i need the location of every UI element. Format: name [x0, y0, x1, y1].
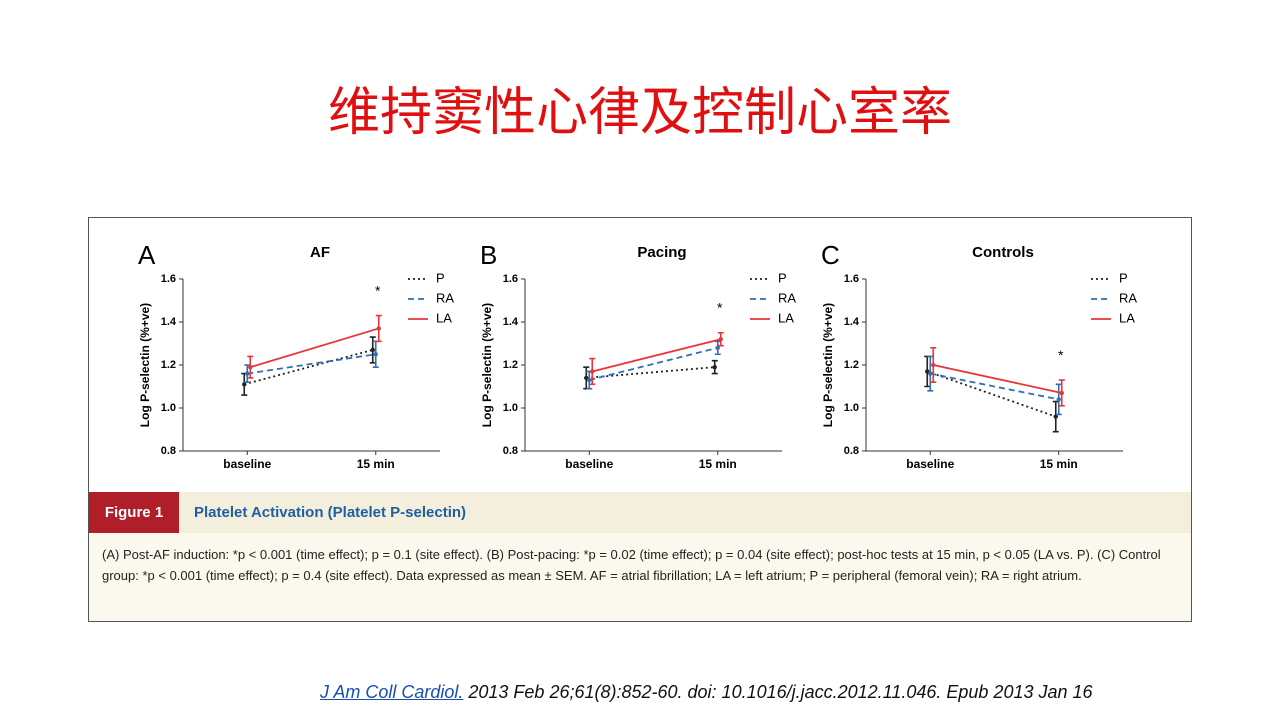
- slide-title: 维持窦性心律及控制心室率: [327, 85, 952, 142]
- legend-label: P: [778, 270, 787, 285]
- point: [242, 382, 247, 387]
- legend-label: RA: [778, 290, 796, 305]
- figure-title: Platelet Activation (Platelet P-selectin…: [194, 504, 466, 521]
- point: [376, 326, 381, 331]
- annotation: *: [717, 299, 723, 315]
- journal-link[interactable]: J Am Coll Cardiol.: [320, 682, 464, 702]
- point: [587, 377, 592, 383]
- citation: J Am Coll Cardiol. 2013 Feb 26;61(8):852…: [320, 682, 1093, 703]
- point: [715, 345, 720, 350]
- x-tick-label: 15 min: [1040, 457, 1078, 471]
- y-tick-label: 1.6: [844, 273, 859, 285]
- x-tick-label: baseline: [906, 457, 954, 471]
- y-axis-label: Log P-selectin (%+ve): [480, 303, 494, 427]
- point: [245, 371, 250, 376]
- annotation: *: [375, 282, 381, 298]
- y-tick-label: 1.0: [503, 402, 518, 414]
- legend-label: RA: [1119, 290, 1137, 305]
- y-tick-label: 1.4: [161, 316, 177, 328]
- point: [248, 364, 253, 370]
- y-tick-label: 1.4: [844, 316, 860, 328]
- legend-label: RA: [436, 290, 454, 305]
- caption-box: [89, 533, 1191, 621]
- y-axis-label: Log P-selectin (%+ve): [138, 303, 152, 427]
- y-tick-label: 0.8: [161, 445, 176, 457]
- point: [370, 347, 375, 353]
- y-tick-label: 1.2: [503, 359, 518, 371]
- point: [1059, 390, 1064, 396]
- y-tick-label: 1.4: [503, 316, 519, 328]
- y-tick-label: 1.2: [161, 359, 176, 371]
- series-line: [589, 346, 718, 381]
- y-tick-label: 1.6: [503, 273, 518, 285]
- point: [718, 337, 723, 342]
- y-axis-label: Log P-selectin (%+ve): [821, 303, 835, 427]
- series-line: [244, 349, 373, 386]
- figure-label-box: [89, 492, 179, 533]
- series-line: [933, 364, 1062, 394]
- legend-label: P: [1119, 270, 1128, 285]
- series-line: [247, 353, 376, 375]
- series-line: [930, 372, 1059, 401]
- series-line: [249, 327, 380, 369]
- y-tick-label: 0.8: [844, 445, 859, 457]
- y-tick-label: 1.2: [844, 359, 859, 371]
- citation-details: 2013 Feb 26;61(8):852-60. doi: 10.1016/j…: [463, 682, 1093, 702]
- chart-title: AF: [310, 244, 330, 261]
- x-tick-label: 15 min: [357, 457, 395, 471]
- point: [928, 371, 933, 376]
- figure-bar: [89, 492, 1191, 533]
- y-tick-label: 1.0: [161, 402, 176, 414]
- legend-label: LA: [1119, 310, 1135, 325]
- point: [373, 352, 378, 357]
- x-tick-label: baseline: [223, 457, 271, 471]
- point: [1056, 397, 1061, 402]
- point: [1053, 414, 1058, 419]
- y-tick-label: 1.6: [161, 273, 176, 285]
- panel-letter: A: [138, 240, 156, 270]
- x-tick-label: baseline: [565, 457, 613, 471]
- legend-label: LA: [436, 310, 452, 325]
- chart-title: Pacing: [637, 244, 686, 261]
- legend-label: P: [436, 270, 445, 285]
- chart-title: Controls: [972, 244, 1034, 261]
- figure-label: Figure 1: [105, 504, 163, 521]
- panel-letter: C: [821, 240, 840, 270]
- point: [931, 362, 936, 368]
- y-tick-label: 1.0: [844, 402, 859, 414]
- point: [712, 364, 717, 370]
- series-line: [586, 366, 715, 379]
- annotation: *: [1058, 347, 1064, 363]
- panel-letter: B: [480, 240, 497, 270]
- x-tick-label: 15 min: [699, 457, 737, 471]
- point: [590, 369, 595, 374]
- y-tick-label: 0.8: [503, 445, 518, 457]
- figure-caption: (A) Post-AF induction: *p < 0.001 (time …: [102, 547, 1161, 583]
- legend-label: LA: [778, 310, 794, 325]
- series-line: [592, 338, 721, 373]
